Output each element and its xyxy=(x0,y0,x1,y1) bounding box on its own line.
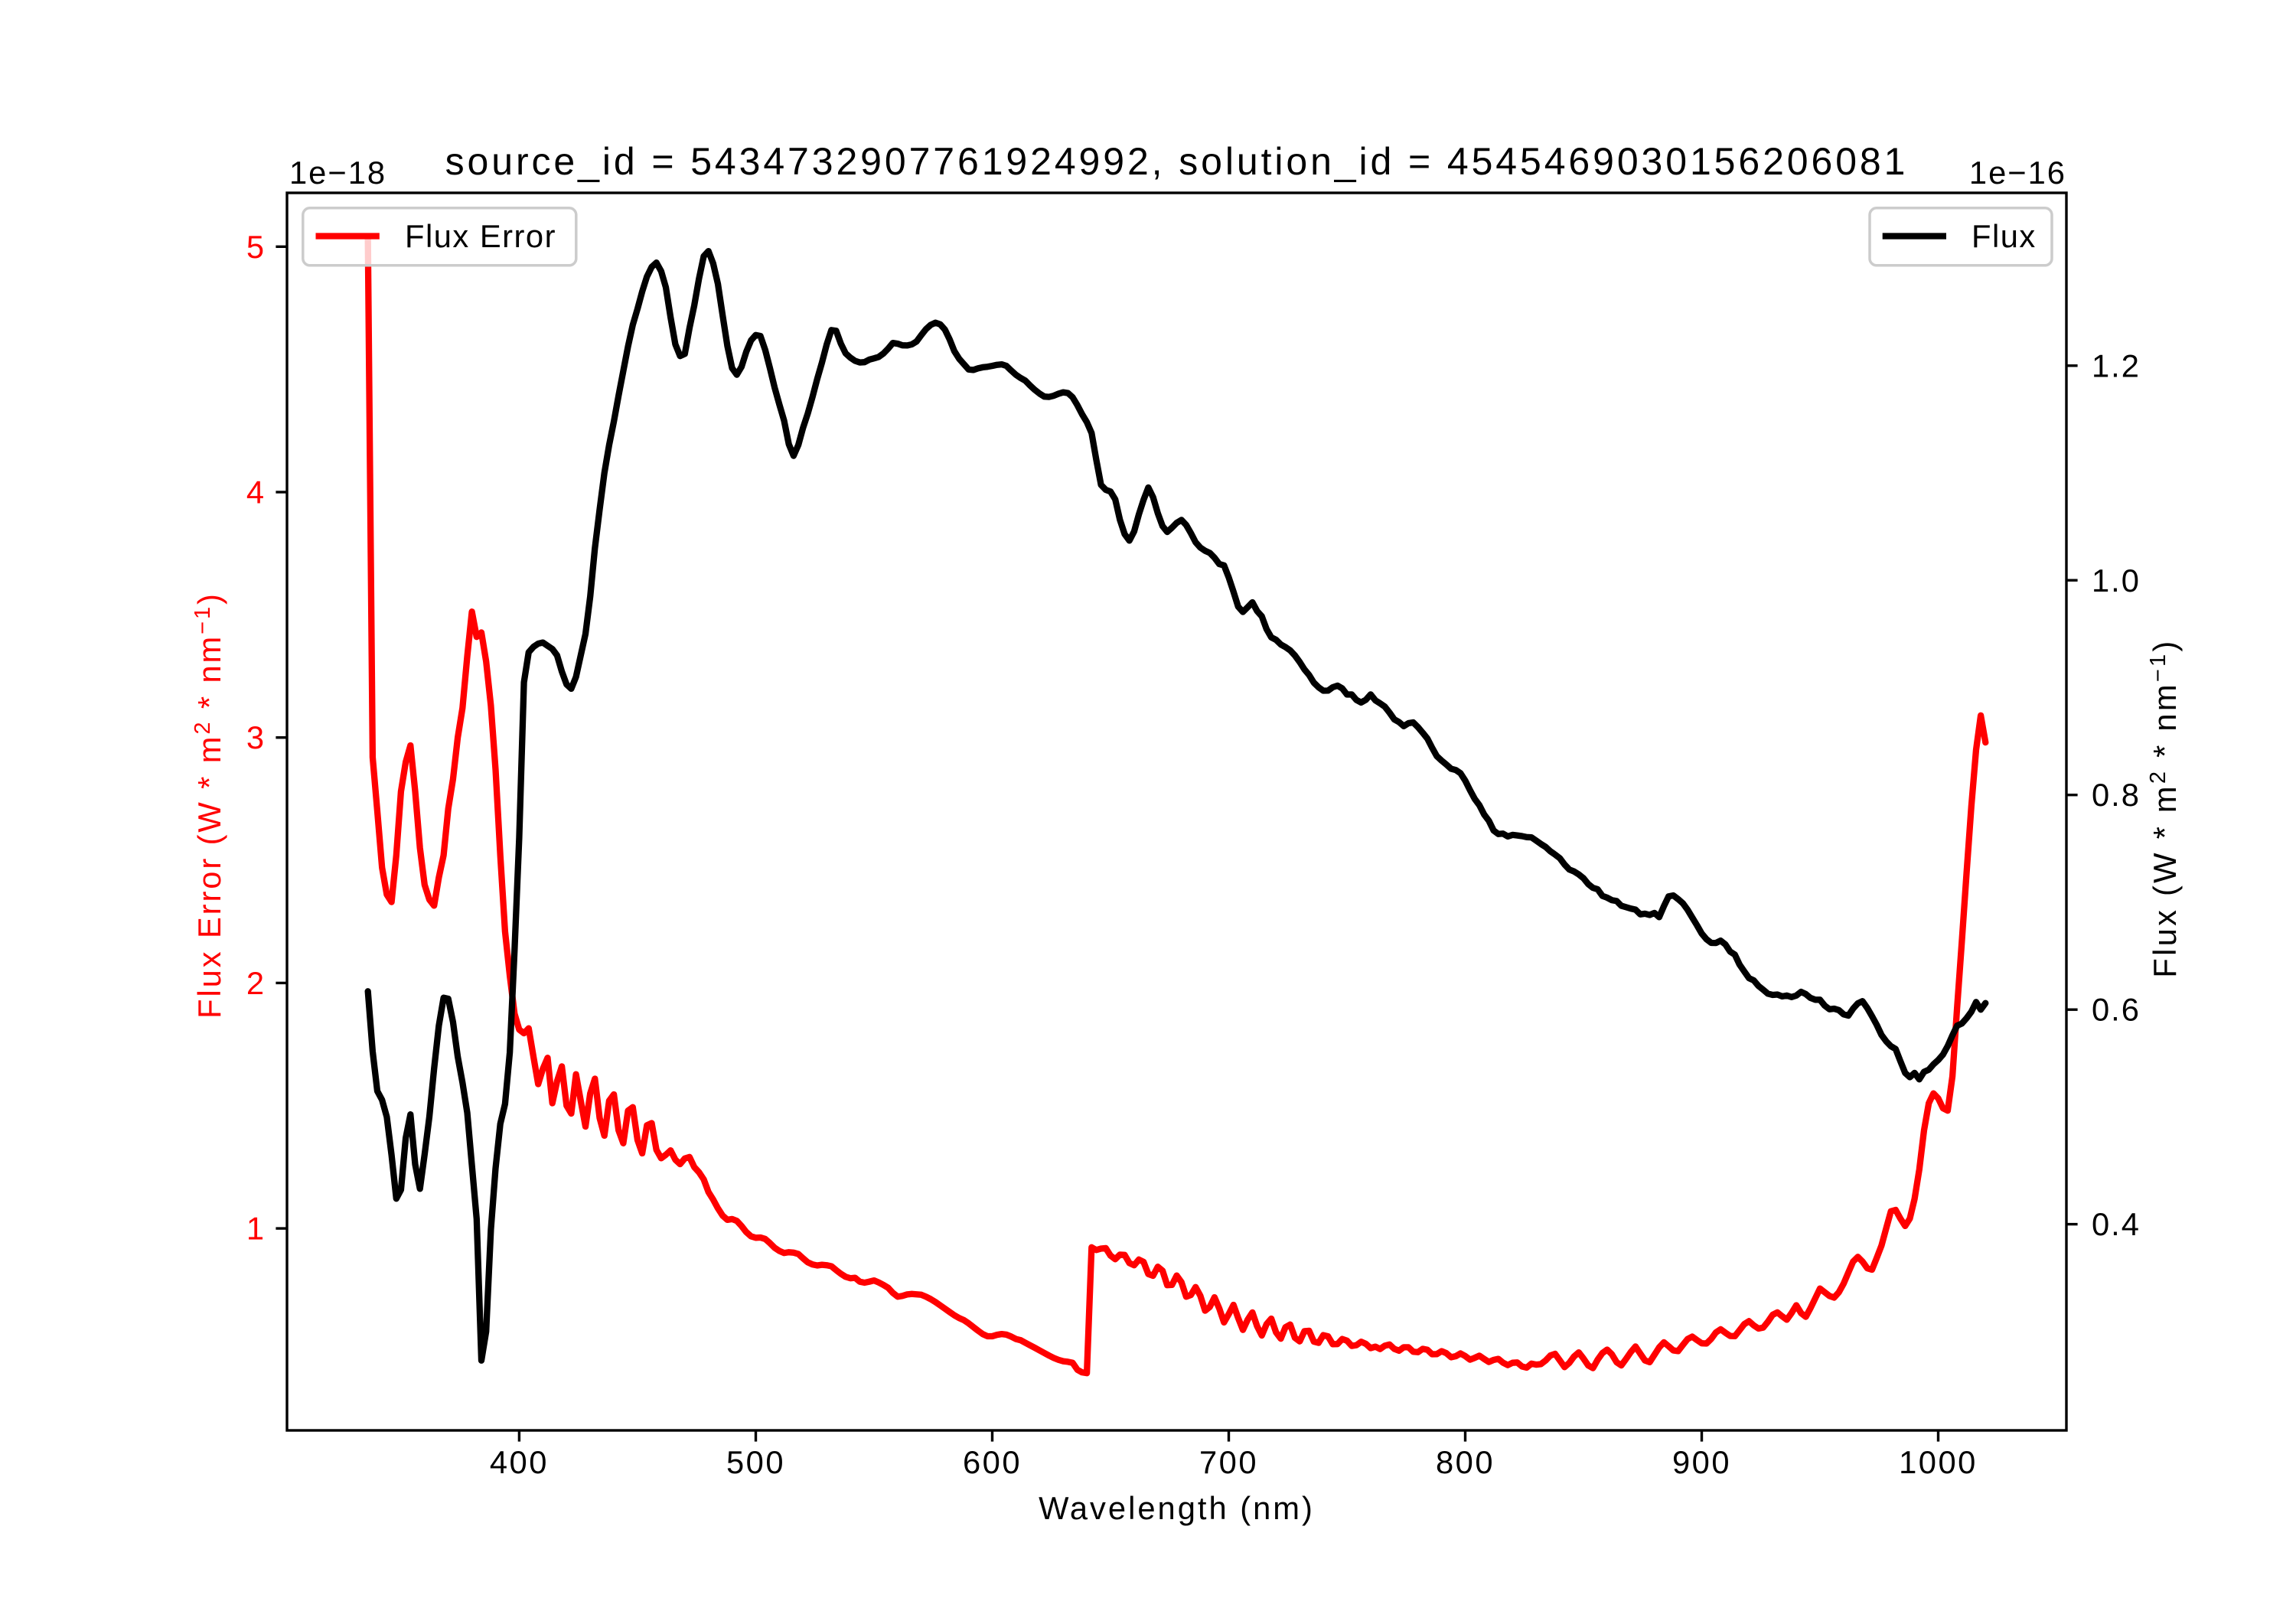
svg-text:1e−18: 1e−18 xyxy=(289,155,386,191)
svg-text:900: 900 xyxy=(1672,1444,1731,1480)
svg-text:1e−16: 1e−16 xyxy=(1969,155,2066,191)
svg-text:800: 800 xyxy=(1436,1444,1495,1480)
svg-text:4: 4 xyxy=(246,474,264,510)
svg-text:1.0: 1.0 xyxy=(2092,563,2141,598)
svg-text:Flux (W * m2 * nm−1): Flux (W * m2 * nm−1) xyxy=(2146,638,2183,977)
svg-text:5: 5 xyxy=(246,229,264,265)
svg-text:500: 500 xyxy=(726,1444,785,1480)
svg-text:3: 3 xyxy=(246,719,264,755)
svg-text:0.8: 0.8 xyxy=(2092,777,2141,813)
svg-text:Flux Error: Flux Error xyxy=(405,218,556,254)
svg-text:0.6: 0.6 xyxy=(2092,992,2141,1028)
svg-text:600: 600 xyxy=(963,1444,1022,1480)
svg-text:700: 700 xyxy=(1199,1444,1258,1480)
svg-text:Flux: Flux xyxy=(1971,218,2037,254)
svg-text:1.2: 1.2 xyxy=(2092,347,2141,383)
svg-text:0.4: 0.4 xyxy=(2092,1206,2141,1242)
svg-text:source_id = 543473290776192499: source_id = 5434732907761924992, solutio… xyxy=(445,140,1909,183)
svg-text:Flux Error (W * m2 * nm−1): Flux Error (W * m2 * nm−1) xyxy=(191,592,227,1019)
svg-text:1000: 1000 xyxy=(1899,1444,1978,1480)
svg-text:Wavelength (nm): Wavelength (nm) xyxy=(1039,1490,1315,1526)
svg-text:400: 400 xyxy=(490,1444,549,1480)
svg-text:1: 1 xyxy=(246,1211,264,1247)
svg-text:2: 2 xyxy=(246,965,264,1001)
